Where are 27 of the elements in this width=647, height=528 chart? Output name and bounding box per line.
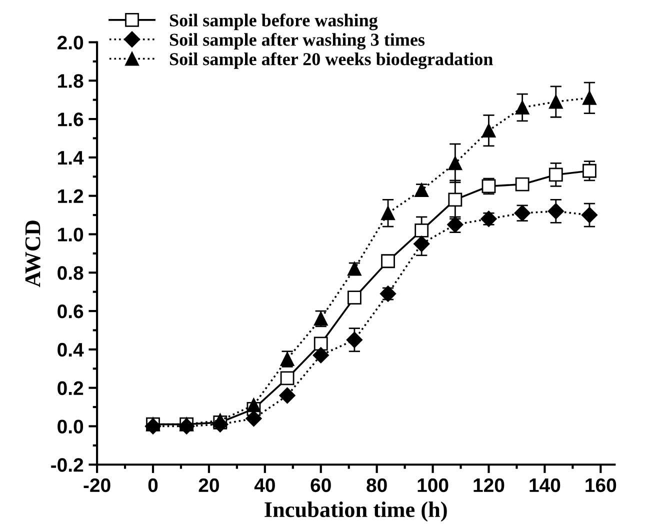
y-tick-label: 0.0 [58,420,84,434]
x-tick-label: 140 [530,478,560,492]
y-tick-label: 1.8 [58,74,84,88]
y-tick-label: 0.2 [58,381,84,396]
x-tick-label: 100 [418,478,448,492]
y-tick-label: 1.0 [58,228,84,242]
legend-label: Soil sample after washing 3 times [170,32,425,50]
x-tick-label: -20 [84,478,110,492]
x-tick-label: 160 [586,478,616,492]
y-tick-label: 0.4 [58,342,84,357]
y-tick-label: 1.2 [58,189,84,203]
x-tick-label: 120 [474,478,504,492]
y-tick-label: 1.4 [58,151,84,164]
legend-label: Soil sample before washing [170,14,378,30]
y-tick-label: -0.2 [51,458,84,472]
x-tick-label: 0 [148,478,158,492]
y-axis-title: AWCD [25,220,40,288]
x-tick-label: 20 [198,478,219,492]
x-tick-label: 40 [254,478,275,492]
y-tick-label: 2.0 [58,36,84,50]
legend-label: Soil sample after 20 weeks biodegradation [170,52,493,70]
y-tick-label: 0.8 [58,266,84,280]
x-axis-title: Incubation time (h) [264,502,447,522]
x-tick-label: 60 [310,478,331,492]
y-tick-label: 1.6 [58,112,84,126]
x-tick-label: 80 [366,478,387,492]
y-tick-label: 0.6 [58,304,84,318]
